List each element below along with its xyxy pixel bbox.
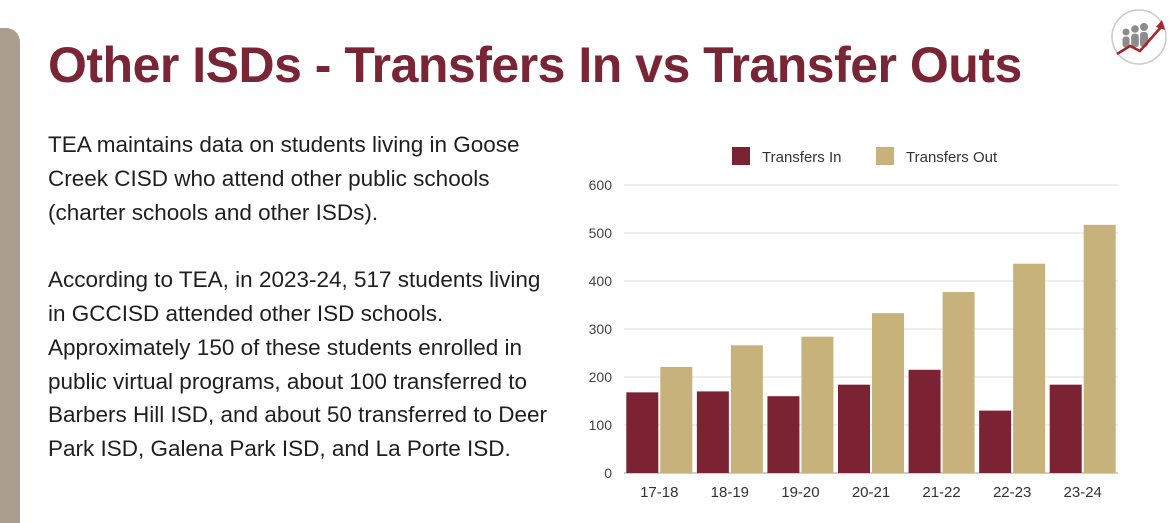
bar-transfers-in [1049,384,1082,473]
bar-transfers-out [872,313,904,473]
people-growth-chart-icon [1111,9,1167,65]
bar-transfers-out [942,292,975,473]
legend-label: Transfers In [762,149,841,166]
y-tick-label: 500 [589,225,613,241]
x-tick-label: 19-20 [781,484,819,501]
y-tick-label: 600 [589,177,613,193]
bar-transfers-out [730,345,763,473]
body-text: TEA maintains data on students living in… [48,128,548,466]
bar-transfers-in [626,392,659,473]
left-accent-bar [0,28,20,523]
x-tick-label: 23-24 [1064,484,1102,501]
bar-transfers-out [801,336,834,473]
bar-transfers-in [696,391,729,473]
y-tick-label: 100 [589,417,613,433]
x-tick-label: 21-22 [922,484,960,501]
x-tick-label: 20-21 [852,484,890,501]
x-tick-label: 22-23 [993,484,1031,501]
legend-swatch-transfers-out [876,147,894,165]
x-tick-label: 17-18 [640,484,678,501]
y-tick-label: 300 [589,321,613,337]
bar-transfers-in [908,369,941,473]
y-tick-label: 400 [589,273,613,289]
transfers-bar-chart: 0 100 200 300 400 500 600 17-18 18-19 19-20 20-21 2… [589,147,1118,501]
paragraph-intro: TEA maintains data on students living in… [48,132,520,225]
legend-swatch-transfers-in [732,147,750,165]
bar-transfers-in [979,410,1012,473]
bar-transfers-in [767,396,800,473]
legend-label: Transfers Out [906,149,998,166]
x-tick-label: 18-19 [711,484,749,501]
y-tick-label: 200 [589,369,613,385]
y-tick-label: 0 [604,465,612,481]
bar-transfers-out [1083,224,1116,473]
paragraph-details: According to TEA, in 2023-24, 517 studen… [48,267,547,462]
bar-transfers-out [1013,263,1046,473]
slide-title: Other ISDs - Transfers In vs Transfer Ou… [48,37,1022,93]
bar-transfers-out [660,366,693,473]
bar-transfers-in [838,384,870,473]
